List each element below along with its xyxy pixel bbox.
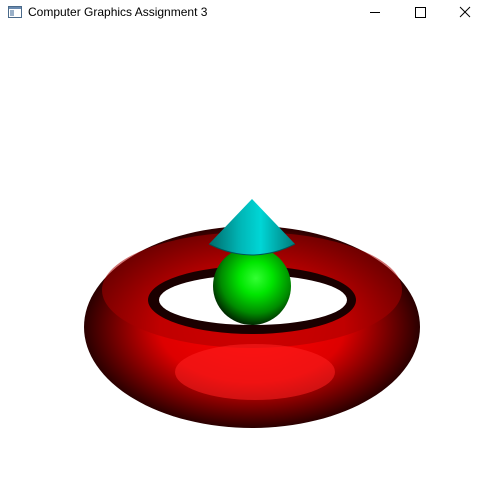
scene-render <box>84 199 420 428</box>
cone <box>208 199 296 256</box>
sphere <box>213 247 291 325</box>
maximize-button[interactable] <box>397 0 443 25</box>
title-bar[interactable]: Computer Graphics Assignment 3 <box>0 0 486 25</box>
minimize-icon <box>370 12 380 13</box>
minimize-button[interactable] <box>352 0 398 25</box>
maximize-icon <box>415 7 426 18</box>
close-button[interactable] <box>442 0 486 25</box>
opengl-canvas[interactable] <box>0 25 486 495</box>
close-icon <box>459 6 471 18</box>
app-window-icon <box>8 5 22 19</box>
window-title: Computer Graphics Assignment 3 <box>28 5 208 19</box>
